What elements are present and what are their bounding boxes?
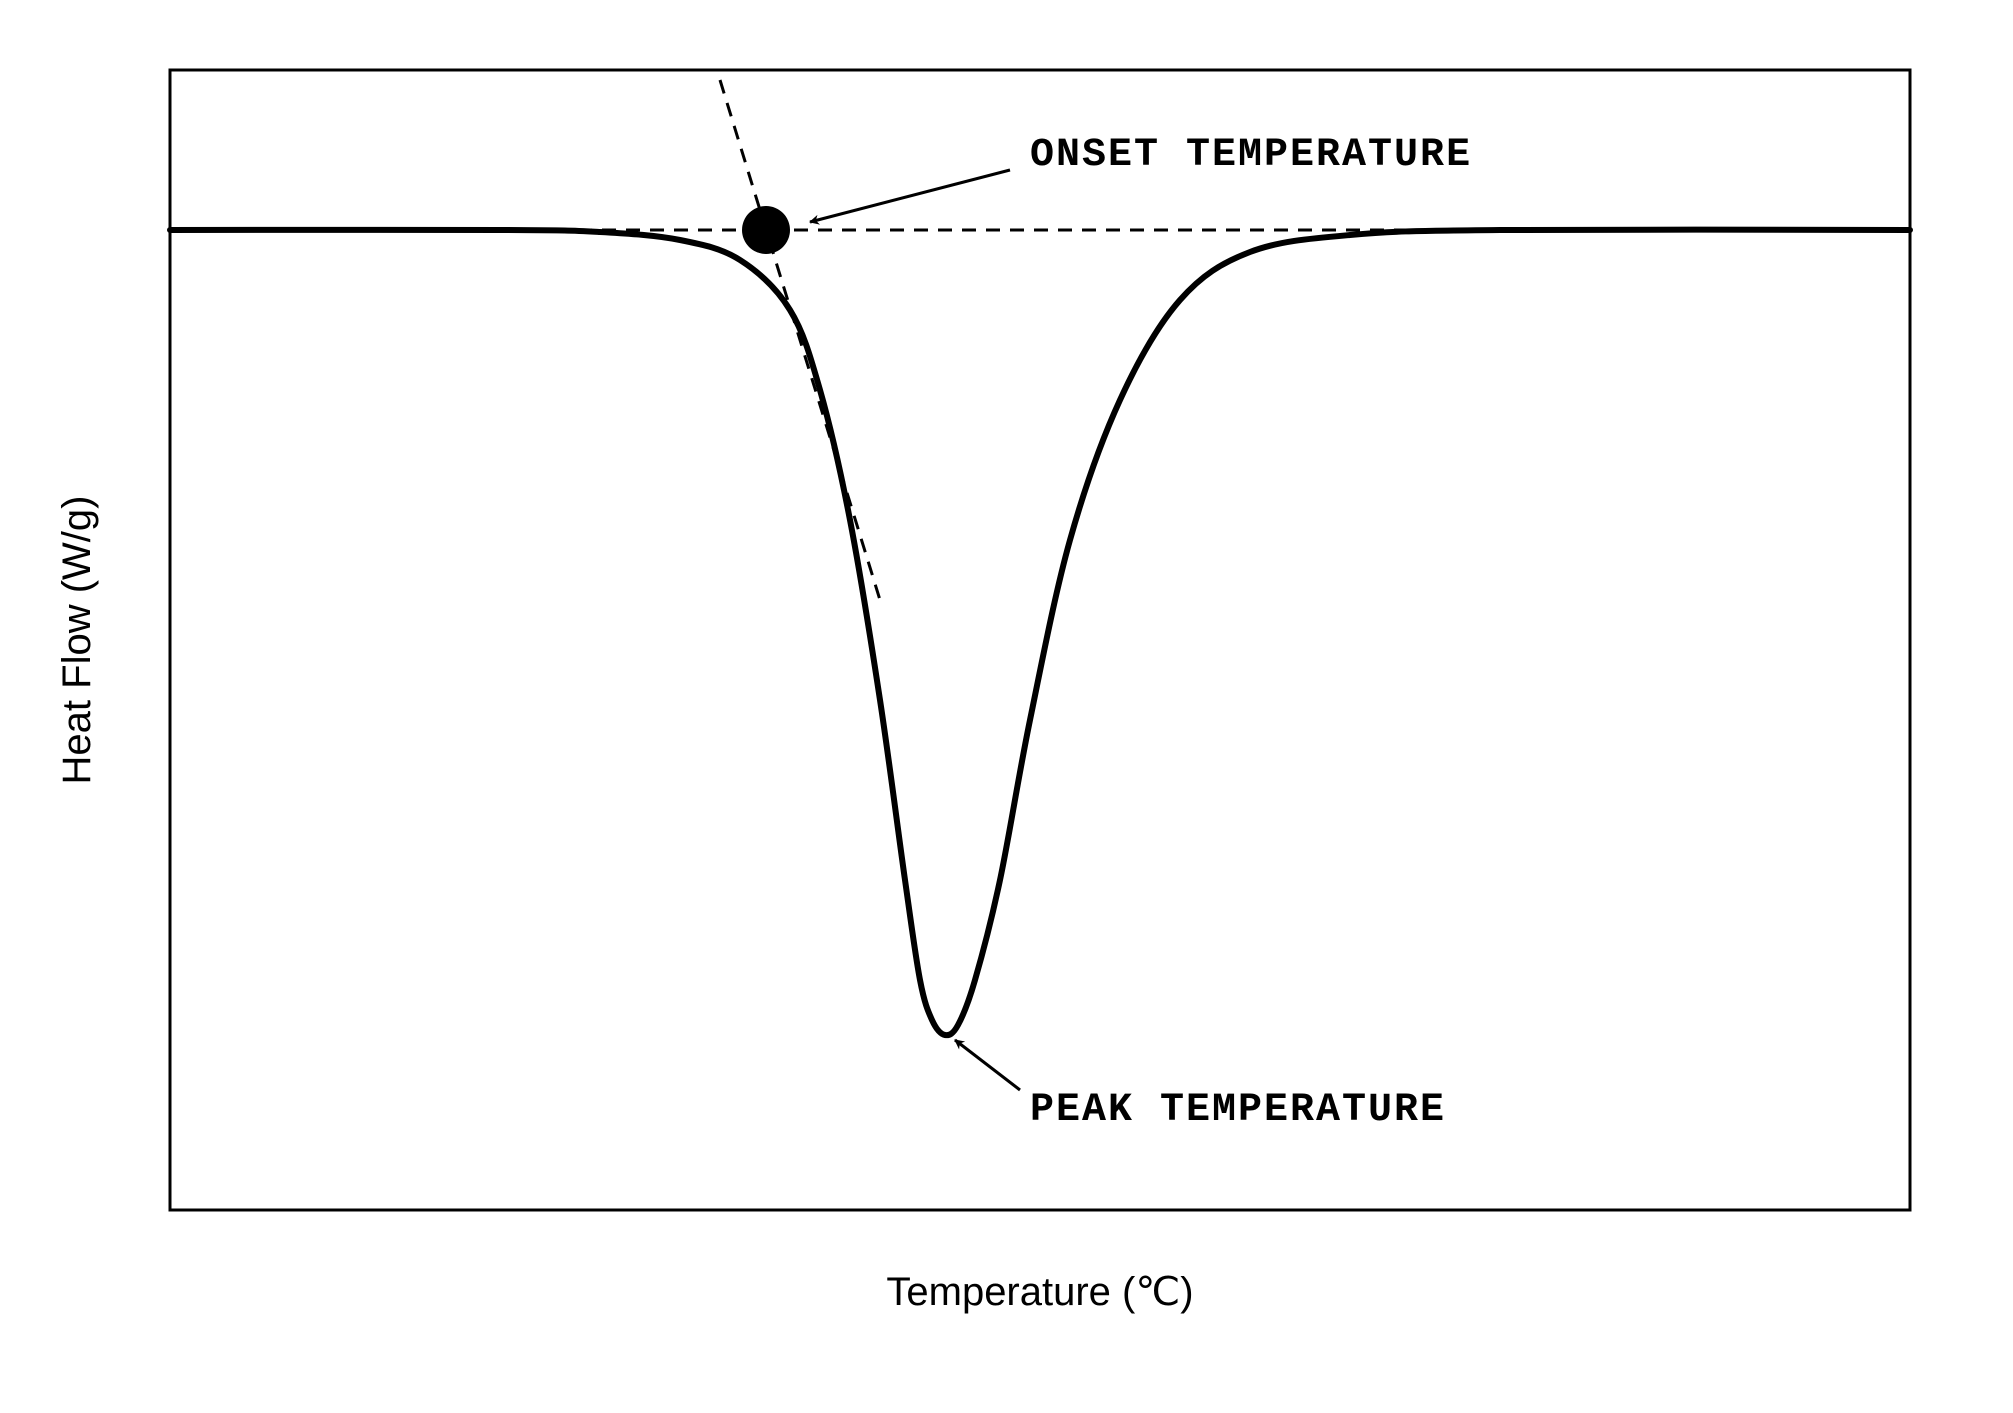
heat-flow-curve [170, 230, 1910, 1036]
peak-temperature-label: PEAK TEMPERATURE [1030, 1088, 1446, 1133]
onset-point-marker [742, 206, 790, 254]
y-axis-label: Heat Flow (W/g) [55, 496, 99, 785]
plot-border [170, 70, 1910, 1210]
tangent-dashed-line [720, 80, 880, 600]
chart-container: { "chart": { "type": "line", "xlabel": "… [0, 0, 2013, 1413]
dsc-thermogram-svg: ONSET TEMPERATURE PEAK TEMPERATURE Heat … [0, 0, 2013, 1413]
peak-arrow [955, 1040, 1020, 1090]
onset-temperature-label: ONSET TEMPERATURE [1030, 133, 1472, 178]
onset-arrow [810, 170, 1010, 222]
x-axis-label: Temperature (℃) [886, 1270, 1193, 1314]
